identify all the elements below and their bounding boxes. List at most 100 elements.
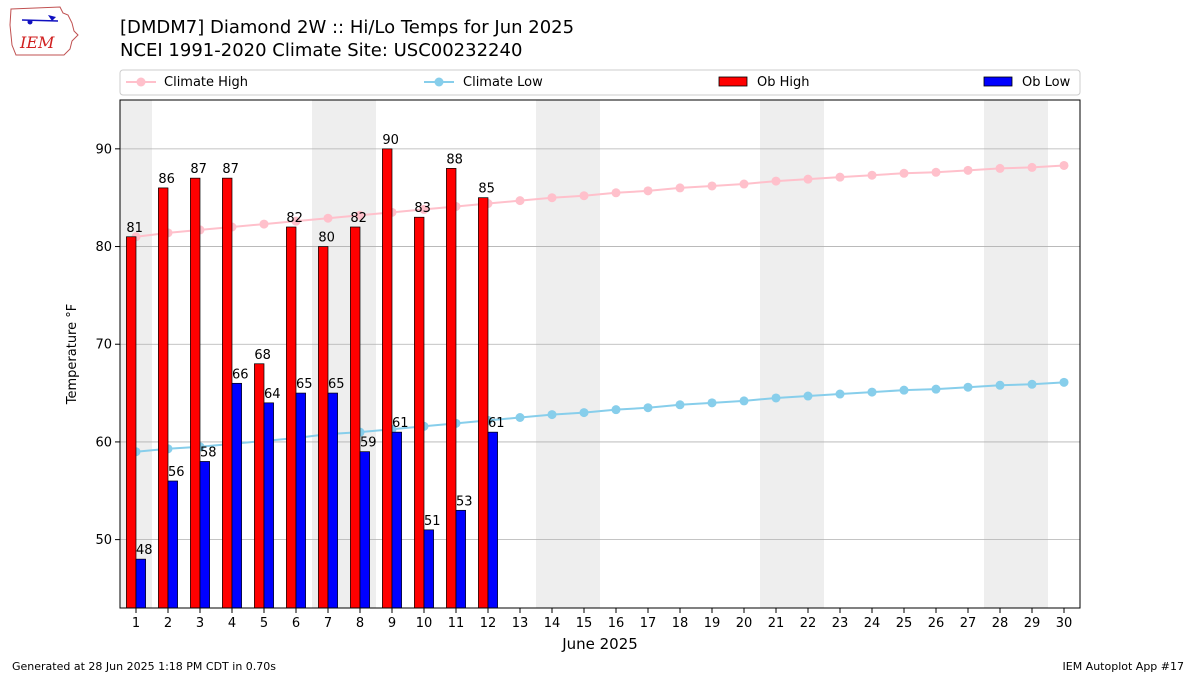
- y-tick-label-60: 60: [95, 435, 112, 450]
- x-tick-label-6: 6: [292, 616, 300, 631]
- x-tick-label-8: 8: [356, 616, 364, 631]
- ob-low-bar-day-9: [391, 431, 402, 609]
- climate-high-point-day-29: [1027, 162, 1037, 172]
- x-tick-label-27: 27: [960, 616, 977, 631]
- ob-low-label-day-7: 65: [328, 377, 345, 392]
- ob-low-bar-day-11: [455, 509, 466, 609]
- ob-low-label-day-12: 61: [488, 416, 505, 431]
- climate-high-point-day-15: [579, 191, 589, 201]
- y-axis-label: Temperature °F: [65, 304, 80, 405]
- climate-low-point-day-21: [771, 393, 781, 403]
- y-tick-label-80: 80: [95, 240, 112, 255]
- ob-high-label-day-1: 81: [126, 221, 143, 236]
- ob-high-label-day-9: 90: [382, 133, 399, 148]
- x-tick-label-30: 30: [1056, 616, 1073, 631]
- ob-high-bar-day-8: [350, 226, 361, 609]
- x-tick-label-1: 1: [132, 616, 140, 631]
- ob-high-label-day-11: 88: [446, 152, 463, 167]
- ob-low-label-day-11: 53: [456, 494, 473, 509]
- x-tick-label-5: 5: [260, 616, 268, 631]
- x-tick-label-18: 18: [672, 616, 689, 631]
- footer-generated: Generated at 28 Jun 2025 1:18 PM CDT in …: [12, 660, 277, 673]
- climate-high-point-day-20: [739, 179, 749, 189]
- climate-low-point-day-24: [867, 387, 877, 397]
- x-tick-label-7: 7: [324, 616, 332, 631]
- climate-high-point-day-6: [291, 216, 301, 226]
- weekend-shade-day-22: [792, 100, 824, 608]
- legend-ob-high-swatch: [718, 76, 748, 87]
- climate-low-point-day-16: [611, 405, 621, 415]
- legend-ob-low-label: Ob Low: [1022, 75, 1071, 90]
- legend-ob-high-label: Ob High: [757, 75, 810, 90]
- weekend-shade-day-28: [984, 100, 1016, 608]
- x-tick-label-23: 23: [832, 616, 849, 631]
- ob-high-bar-day-5: [254, 363, 265, 609]
- climate-low-point-day-20: [739, 396, 749, 406]
- weekend-shade-day-21: [760, 100, 792, 608]
- climate-low-point-day-17: [643, 403, 653, 413]
- climate-high-point-day-17: [643, 186, 653, 196]
- x-tick-label-17: 17: [640, 616, 657, 631]
- ob-high-label-day-10: 83: [414, 201, 431, 216]
- x-tick-label-13: 13: [512, 616, 529, 631]
- climate-low-point-day-30: [1059, 377, 1069, 387]
- chart-subtitle: NCEI 1991-2020 Climate Site: USC00232240: [120, 40, 523, 61]
- climate-high-point-day-13: [515, 196, 525, 206]
- ob-high-label-day-4: 87: [222, 162, 239, 177]
- x-tick-label-14: 14: [544, 616, 561, 631]
- ob-low-bar-day-10: [423, 529, 434, 609]
- weekend-shading: [120, 100, 1048, 608]
- ob-low-label-day-2: 56: [168, 465, 185, 480]
- ob-high-bar-day-3: [190, 177, 201, 609]
- x-tick-label-9: 9: [388, 616, 396, 631]
- legend: Climate High Climate Low Ob High Ob Low: [119, 69, 1081, 96]
- x-tick-label-12: 12: [480, 616, 497, 631]
- legend-climate-low-label: Climate Low: [463, 75, 543, 90]
- climate-high-point-day-10: [419, 204, 429, 214]
- x-tick-label-28: 28: [992, 616, 1009, 631]
- ob-low-label-day-6: 65: [296, 377, 313, 392]
- weekend-shade-day-15: [568, 100, 600, 608]
- ob-high-bar-day-4: [222, 177, 233, 609]
- ob-low-bar-day-1: [135, 558, 146, 609]
- ob-high-bar-day-10: [414, 216, 425, 609]
- gridlines: [120, 148, 1080, 541]
- x-tick-label-19: 19: [704, 616, 721, 631]
- climate-low-point-day-15: [579, 408, 589, 418]
- climate-low-point-day-19: [707, 398, 717, 408]
- ob-low-bar-day-8: [359, 451, 370, 609]
- chart-title: [DMDM7] Diamond 2W :: Hi/Lo Temps for Ju…: [120, 17, 575, 38]
- x-tick-label-25: 25: [896, 616, 913, 631]
- climate-high-point-day-23: [835, 172, 845, 182]
- x-tick-label-10: 10: [416, 616, 433, 631]
- ob-low-label-day-9: 61: [392, 416, 409, 431]
- x-tick-label-26: 26: [928, 616, 945, 631]
- climate-high-point-day-28: [995, 163, 1005, 173]
- ob-low-bar-day-3: [199, 461, 210, 609]
- ob-high-bar-day-7: [318, 246, 329, 609]
- climate-high-point-day-25: [899, 168, 909, 178]
- legend-climate-low-marker: [434, 77, 444, 87]
- y-tick-label-70: 70: [95, 338, 112, 353]
- bar-labels: 81 86 87 87 68 82 80 82 90 83 88 85 48 56 58 66 64 65 65 59…: [126, 133, 504, 558]
- weekend-shade-day-29: [1016, 100, 1048, 608]
- ob-low-label-day-1: 48: [136, 543, 153, 558]
- climate-high-point-day-8: [355, 210, 365, 220]
- climate-high-point-day-26: [931, 167, 941, 177]
- ob-low-label-day-8: 59: [360, 436, 377, 451]
- climate-high-point-day-30: [1059, 160, 1069, 170]
- iem-logo: IEM: [9, 6, 79, 56]
- ob-low-label-day-5: 64: [264, 387, 281, 402]
- x-tick-label-29: 29: [1024, 616, 1041, 631]
- x-axis-label: June 2025: [561, 635, 638, 653]
- legend-ob-low-swatch: [983, 76, 1013, 87]
- climate-low-point-day-27: [963, 382, 973, 392]
- climate-low-point-day-28: [995, 380, 1005, 390]
- ob-low-bar-day-7: [327, 392, 338, 609]
- x-tick-label-11: 11: [448, 616, 465, 631]
- x-tick-label-22: 22: [800, 616, 817, 631]
- ob-low-label-day-10: 51: [424, 514, 441, 529]
- y-tick-label-90: 90: [95, 142, 112, 157]
